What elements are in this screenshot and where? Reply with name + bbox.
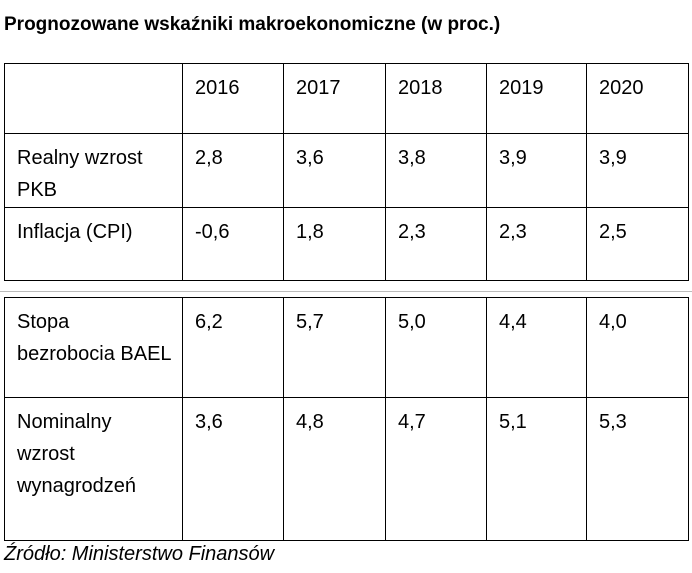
table: 2016 2017 2018 2019 2020 Realny wzrost PKB 2,8… <box>4 63 689 281</box>
table-cell: Stopa bezrobocia BAEL <box>4 297 183 398</box>
table-cell: 2016 <box>182 63 284 134</box>
table-cell: 2019 <box>486 63 587 134</box>
title: Prognozowane wskaźniki makroekonomiczne … <box>4 14 501 35</box>
table-cell: 4,0 <box>586 297 689 398</box>
table-cell: 5,7 <box>283 297 386 398</box>
table-row: Nominalny wzrost wynagrodzeń 3,6 4,8 4,7 5,1… <box>4 397 689 541</box>
table-cell: 3,6 <box>182 397 284 541</box>
separator <box>0 291 692 292</box>
table-cell: 2,8 <box>182 133 284 208</box>
table-cell: 3,9 <box>586 133 689 208</box>
table-cell: -0,6 <box>182 207 284 281</box>
table-cell: 2,3 <box>486 207 587 281</box>
table-cell: Realny wzrost PKB <box>4 133 183 208</box>
table-cell: Nominalny wzrost wynagrodzeń <box>4 397 183 541</box>
table-cell: 3,9 <box>486 133 587 208</box>
table-cell: 4,4 <box>486 297 587 398</box>
table-cell: 5,0 <box>385 297 487 398</box>
table-cell: 5,1 <box>486 397 587 541</box>
table-cell: 5,3 <box>586 397 689 541</box>
table-cell: 3,8 <box>385 133 487 208</box>
table-row: 2016 2017 2018 2019 2020 <box>4 63 689 134</box>
table-cell: 2018 <box>385 63 487 134</box>
table-cell: 2,3 <box>385 207 487 281</box>
table-row: Inflacja (CPI) -0,6 1,8 2,3 2,3 2,5 <box>4 207 689 281</box>
table-row: Stopa bezrobocia BAEL 6,2 5,7 5,0 4,4 4,0 <box>4 297 689 398</box>
source: Źródło: Ministerstwo Finansów <box>4 543 275 565</box>
table-cell: 4,7 <box>385 397 487 541</box>
table-cell: 4,8 <box>283 397 386 541</box>
table-cell: Inflacja (CPI) <box>4 207 183 281</box>
table-cell: 2020 <box>586 63 689 134</box>
table-cell: 6,2 <box>182 297 284 398</box>
table-cell <box>4 63 183 134</box>
table-row: Realny wzrost PKB 2,8 3,6 3,8 3,9 3,9 <box>4 133 689 208</box>
table-cell: 3,6 <box>283 133 386 208</box>
table: Stopa bezrobocia BAEL 6,2 5,7 5,0 4,4 4,0 Nomi… <box>4 297 689 541</box>
table-cell: 2,5 <box>586 207 689 281</box>
table-cell: 1,8 <box>283 207 386 281</box>
table-cell: 2017 <box>283 63 386 134</box>
